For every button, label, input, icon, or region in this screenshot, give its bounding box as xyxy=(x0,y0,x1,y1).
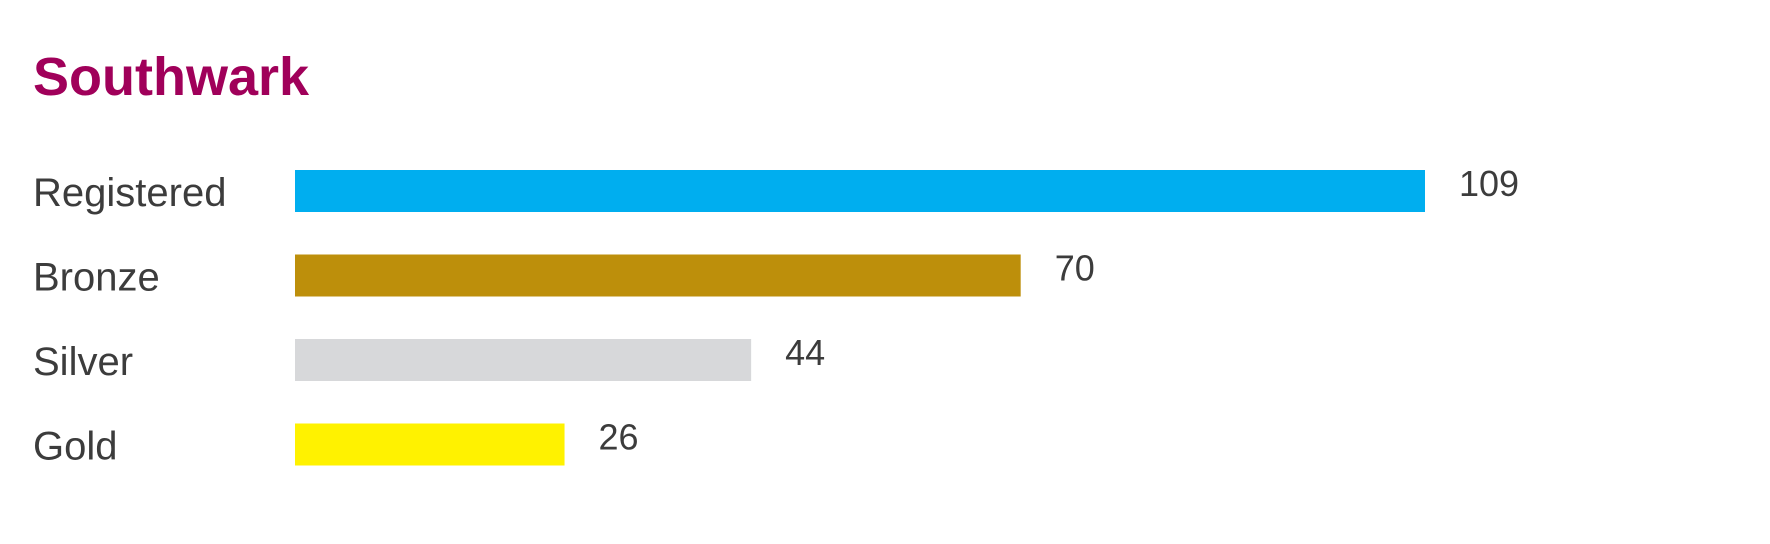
category-label: Bronze xyxy=(33,256,160,300)
category-label: Registered xyxy=(33,171,226,215)
category-label: Gold xyxy=(33,425,118,469)
category-label: Silver xyxy=(33,340,133,384)
bar xyxy=(295,423,565,466)
value-label: 70 xyxy=(1055,248,1095,289)
value-label: 44 xyxy=(785,332,825,373)
bar xyxy=(295,339,752,381)
bar xyxy=(295,170,1425,212)
value-label: 26 xyxy=(599,417,639,458)
chart-title: Southwark xyxy=(33,47,310,107)
value-label: 109 xyxy=(1459,163,1519,204)
bar xyxy=(295,254,1021,297)
